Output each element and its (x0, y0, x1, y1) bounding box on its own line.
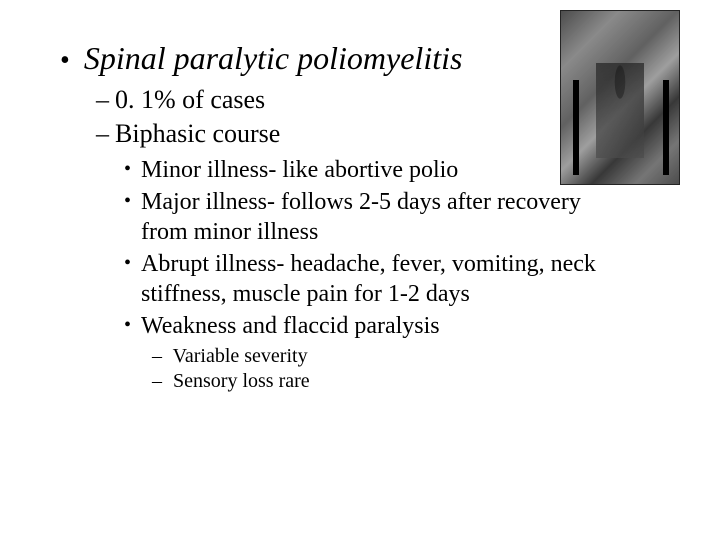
list-item: • Abrupt illness- headache, fever, vomit… (124, 249, 680, 309)
list-item: – Variable severity (152, 345, 680, 368)
detail-text: Weakness and flaccid paralysis (141, 311, 440, 341)
bullet-icon: • (124, 155, 131, 183)
subdetail-text: Sensory loss rare (173, 370, 310, 392)
list-item: • Weakness and flaccid paralysis (124, 311, 680, 341)
dash-icon: – (96, 85, 109, 114)
dash-icon: – (152, 370, 162, 392)
bullet-icon: • (124, 249, 131, 277)
subdetail-text: Variable severity (173, 345, 308, 367)
dash-icon: – (96, 119, 109, 148)
outline-level-4: – Variable severity – Sensory loss rare (152, 345, 680, 393)
sub-item-text: Biphasic course (115, 119, 280, 148)
sub-item-text: 0. 1% of cases (115, 85, 265, 114)
dash-icon: – (152, 345, 162, 367)
bullet-icon: • (124, 187, 131, 215)
bullet-icon: • (124, 311, 131, 339)
polio-child-photo (560, 10, 680, 185)
list-item: – Sensory loss rare (152, 370, 680, 393)
list-item: • Major illness- follows 2-5 days after … (124, 187, 680, 247)
detail-text: Major illness- follows 2-5 days after re… (141, 187, 611, 247)
detail-text: Abrupt illness- headache, fever, vomitin… (141, 249, 611, 309)
bullet-icon: • (60, 47, 70, 75)
detail-text: Minor illness- like abortive polio (141, 155, 458, 185)
slide-title: Spinal paralytic poliomyelitis (84, 40, 463, 77)
